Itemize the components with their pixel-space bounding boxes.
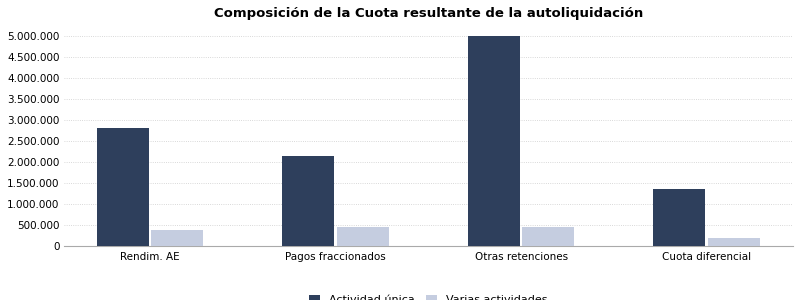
Bar [282, 156, 334, 246]
Bar [337, 227, 389, 246]
Bar [708, 238, 760, 246]
Bar [468, 36, 520, 246]
Bar [654, 189, 705, 246]
Bar [151, 230, 203, 246]
Legend: Actividad única, Varias actividades: Actividad única, Varias actividades [306, 291, 551, 300]
Bar [522, 227, 574, 246]
Bar [97, 128, 149, 246]
Title: Composición de la Cuota resultante de la autoliquidación: Composición de la Cuota resultante de la… [214, 7, 643, 20]
